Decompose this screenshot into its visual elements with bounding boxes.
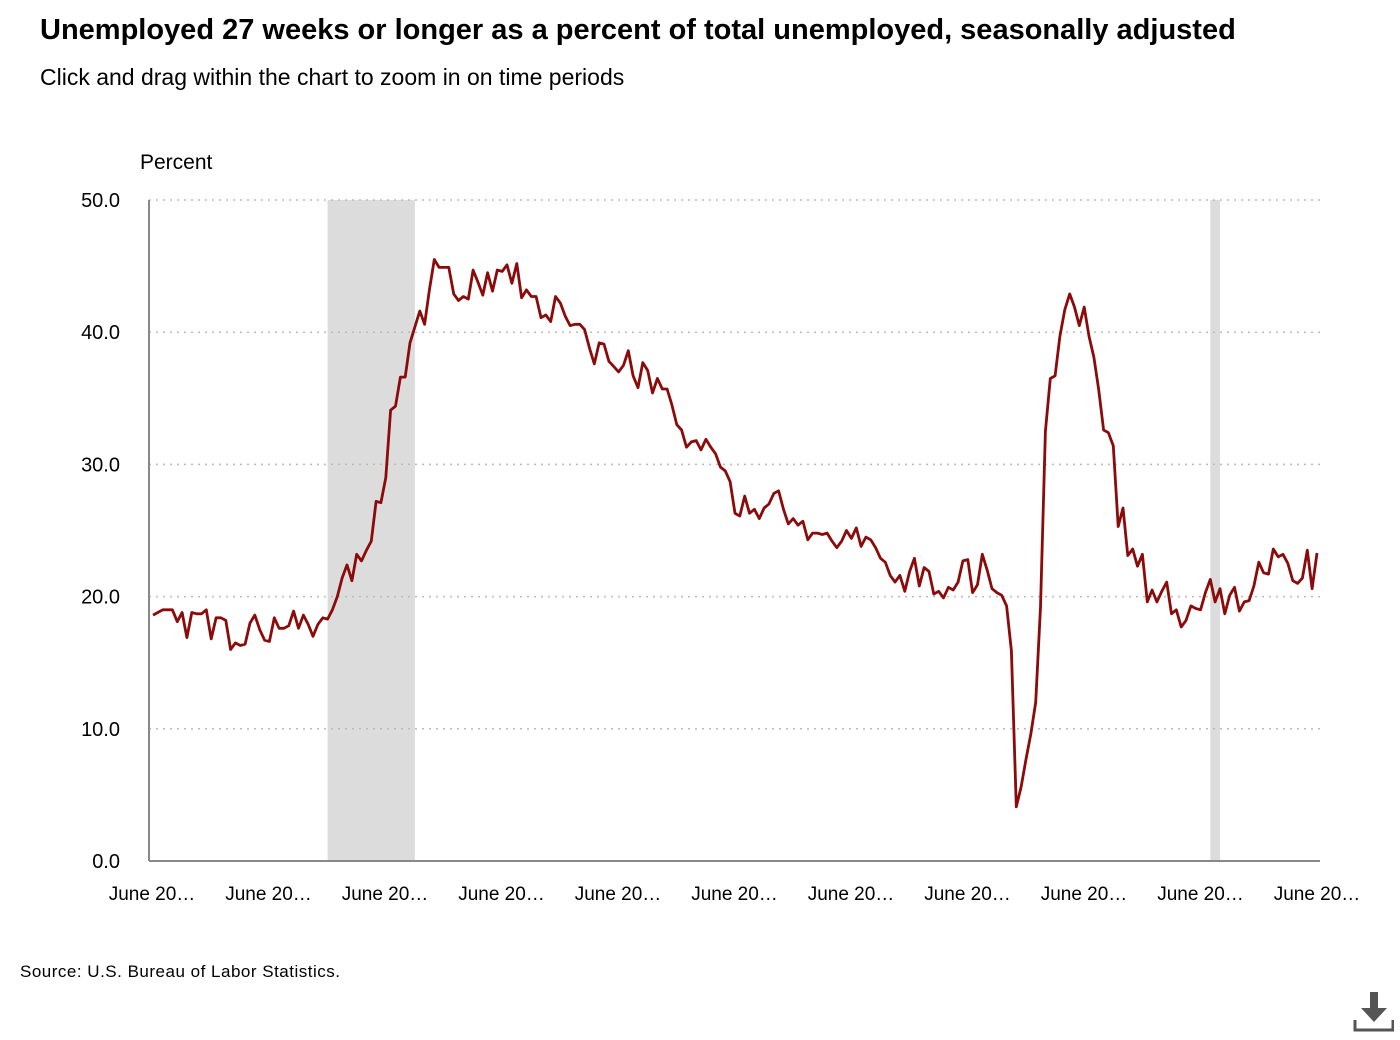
y-tick-label: 40.0 [81, 322, 120, 344]
x-tick-label: June 20… [109, 884, 196, 905]
chart-area[interactable]: Percent 0.0 10.0 20.0 30.0 40.0 50.0 June 20…… [0, 0, 1400, 940]
x-tick-label: June 20… [808, 884, 895, 905]
x-tick-label: June 20… [1041, 884, 1128, 905]
x-tick-label: June 20… [342, 884, 429, 905]
y-axis-label: Percent [140, 151, 213, 174]
x-tick-label: June 20… [458, 884, 545, 905]
y-axis-ticks: 0.0 10.0 20.0 30.0 40.0 50.0 [81, 190, 120, 873]
series-line [152, 258, 1319, 809]
x-tick-label: June 20… [1157, 884, 1244, 905]
recession-band [1210, 200, 1220, 861]
y-tick-label: 20.0 [81, 587, 120, 609]
gridlines [149, 199, 1320, 730]
x-tick-label: June 20… [691, 884, 778, 905]
y-tick-label: 30.0 [81, 454, 120, 476]
y-tick-label: 0.0 [92, 851, 120, 873]
x-axis-ticks: June 20… June 20… June 20… June 20… June 20…… [109, 884, 1361, 905]
download-icon[interactable] [1352, 990, 1395, 1034]
chart-title: Unemployed 27 weeks or longer as a perce… [40, 14, 1236, 46]
x-tick-label: June 20… [1274, 884, 1361, 905]
x-tick-label: June 20… [924, 884, 1011, 905]
series-layer [152, 258, 1319, 809]
source-note: Source: U.S. Bureau of Labor Statistics. [20, 962, 341, 981]
y-tick-label: 50.0 [81, 190, 120, 212]
x-tick-label: June 20… [575, 884, 662, 905]
chart-subtitle: Click and drag within the chart to zoom … [40, 64, 625, 90]
x-tick-label: June 20… [225, 884, 312, 905]
y-tick-label: 10.0 [81, 719, 120, 741]
axes [148, 200, 1320, 862]
recession-shading [327, 200, 1220, 861]
